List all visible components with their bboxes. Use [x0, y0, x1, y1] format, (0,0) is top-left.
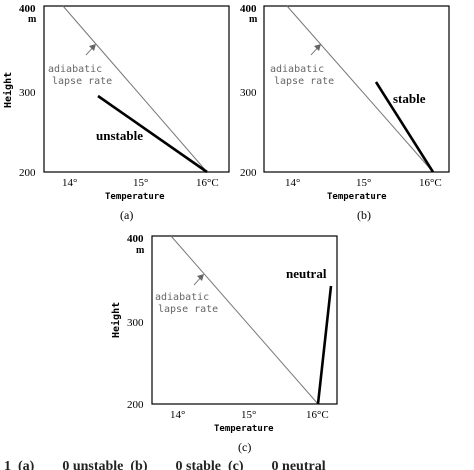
panel-a-ytick-400: 400: [19, 3, 36, 15]
panel-c-ytick-200: 200: [127, 399, 144, 411]
panel-c-ylabel: Height: [110, 302, 122, 338]
panel-b-arrow-head: [314, 44, 321, 51]
panel-c-adiabatic-label-1: adiabatic: [155, 292, 209, 303]
panel-b-ytick-300: 300: [240, 87, 257, 99]
panel-a-xtick-15: 15°: [133, 177, 148, 189]
panel-c: adiabatic lapse rate neutral 400 m 300 2…: [110, 233, 338, 454]
panel-a-xtick-16: 16°C: [196, 177, 219, 189]
panel-b-frame: [263, 5, 450, 173]
panel-c-ytick-300: 300: [127, 317, 144, 329]
panel-b-environment-line: [374, 81, 435, 173]
panel-c-adiabatic-label-2: lapse rate: [158, 304, 218, 315]
panel-a-caption: (a): [120, 208, 133, 222]
panel-c-xtick-16: 16°C: [306, 409, 329, 421]
panel-b-caption: (b): [357, 208, 371, 222]
panel-a-arrow-head: [89, 44, 96, 51]
panel-a-adiabatic-label-2: lapse rate: [52, 76, 112, 87]
panel-c-xtick-15: 15°: [241, 409, 256, 421]
panel-b-adiabatic-line: [286, 5, 434, 173]
panel-a-ytick-200: 200: [19, 167, 36, 179]
panel-a-xlabel: Temperature: [105, 192, 165, 202]
panel-a-frame: [43, 5, 230, 173]
panel-c-ytick-400: 400: [127, 233, 144, 245]
figure-caption-fragment: 1 (a) 0 unstable (b) 0 stable (c) 0 neut…: [4, 459, 326, 470]
panel-c-frame: [151, 235, 338, 405]
panel-b-adiabatic-label-1: adiabatic: [270, 64, 324, 75]
panel-c-yunit: m: [136, 245, 145, 256]
panel-a-condition-label: unstable: [96, 128, 143, 143]
panel-a-environment-line: [97, 94, 208, 174]
panel-b-xtick-16: 16°C: [419, 177, 442, 189]
panel-a-adiabatic-line: [62, 5, 208, 173]
panel-a-adiabatic-label-1: adiabatic: [48, 64, 102, 75]
panel-b-ytick-200: 200: [240, 167, 257, 179]
panel-c-caption: (c): [238, 440, 251, 454]
panel-c-condition-label: neutral: [286, 266, 327, 281]
panel-c-arrow-head: [197, 274, 204, 281]
panel-b-ytick-400: 400: [240, 3, 257, 15]
panel-a-ylabel: Height: [2, 72, 14, 108]
panel-b-xlabel: Temperature: [327, 192, 387, 202]
panel-b-yunit: m: [249, 14, 258, 25]
panel-b-xtick-15: 15°: [356, 177, 371, 189]
panel-c-environment-line: [316, 285, 333, 405]
panel-b-condition-label: stable: [393, 91, 426, 106]
panel-b: adiabatic lapse rate stable 400 m 300 20…: [240, 3, 450, 222]
panel-c-xlabel: Temperature: [214, 424, 274, 434]
panel-c-adiabatic-line: [170, 235, 319, 405]
panel-c-xtick-14: 14°: [170, 409, 185, 421]
panel-a-yunit: m: [28, 14, 37, 25]
panel-a: adiabatic lapse rate unstable 400 m 300 …: [2, 3, 230, 222]
panel-a-xtick-14: 14°: [62, 177, 77, 189]
panel-a-ytick-300: 300: [19, 87, 36, 99]
panel-b-xtick-14: 14°: [285, 177, 300, 189]
panel-b-adiabatic-label-2: lapse rate: [274, 76, 334, 87]
